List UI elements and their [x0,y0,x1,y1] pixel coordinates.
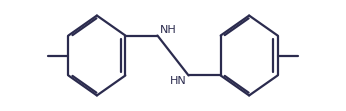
Text: HN: HN [170,76,186,86]
Text: NH: NH [160,25,176,35]
